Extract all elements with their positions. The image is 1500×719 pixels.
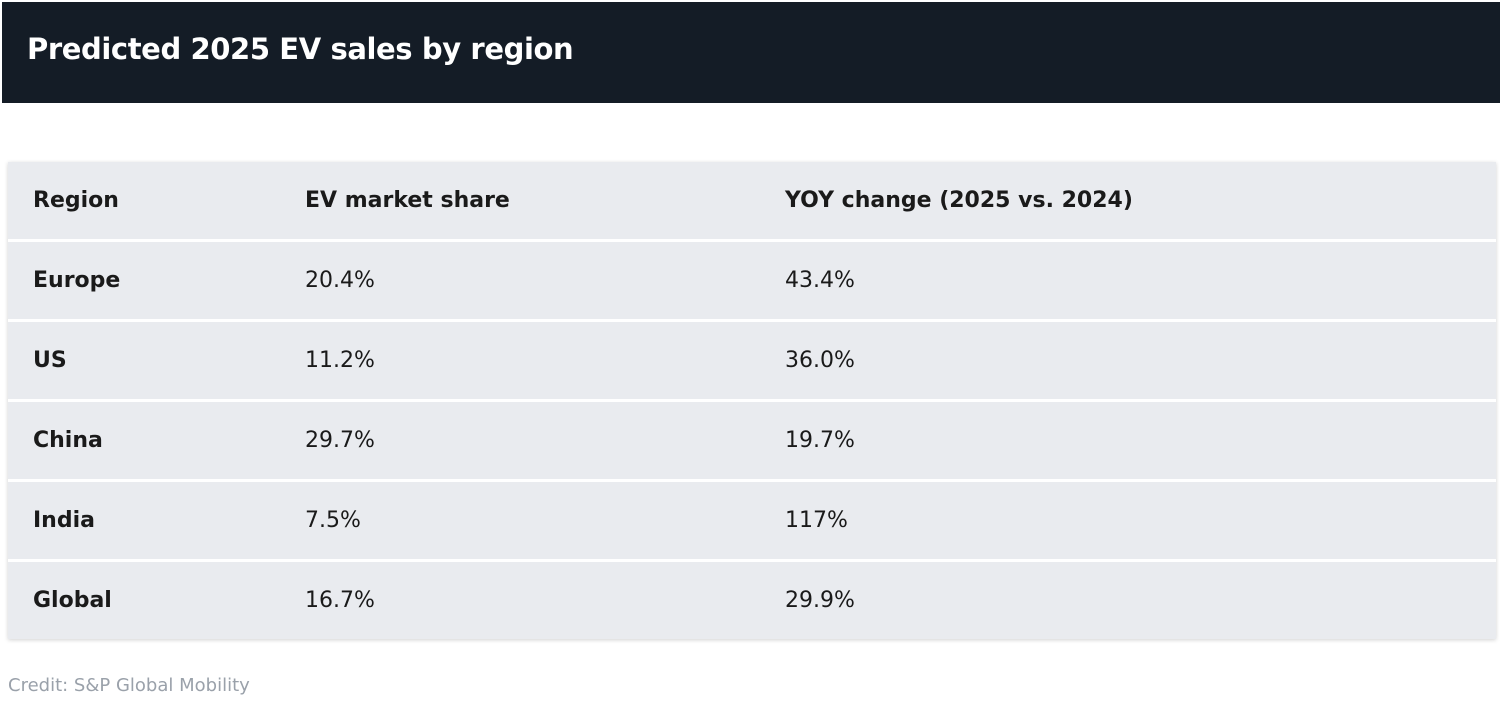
ev-market-share-cell: 7.5% [305, 508, 361, 533]
region-cell: Europe [33, 268, 121, 293]
table-row: US 11.2% 36.0% [8, 322, 1496, 399]
column-header-ev-market-share: EV market share [305, 188, 510, 213]
yoy-change-cell: 36.0% [785, 348, 855, 373]
column-header-region: Region [33, 188, 119, 213]
yoy-change-cell: 43.4% [785, 268, 855, 293]
region-cell: China [33, 428, 103, 453]
region-cell: India [33, 508, 95, 533]
region-cell: Global [33, 588, 112, 613]
ev-market-share-cell: 20.4% [305, 268, 375, 293]
ev-market-share-cell: 29.7% [305, 428, 375, 453]
table-row: Global 16.7% 29.9% [8, 562, 1496, 639]
table-header-row: Region EV market share YOY change (2025 … [8, 162, 1496, 239]
region-cell: US [33, 348, 67, 373]
yoy-change-cell: 19.7% [785, 428, 855, 453]
table-row: India 7.5% 117% [8, 482, 1496, 559]
title-bar: Predicted 2025 EV sales by region [2, 2, 1500, 103]
table-row: China 29.7% 19.7% [8, 402, 1496, 479]
column-header-yoy-change: YOY change (2025 vs. 2024) [785, 188, 1133, 213]
ev-market-share-cell: 16.7% [305, 588, 375, 613]
chart-title: Predicted 2025 EV sales by region [27, 32, 574, 66]
yoy-change-cell: 117% [785, 508, 848, 533]
yoy-change-cell: 29.9% [785, 588, 855, 613]
credit-text: Credit: S&P Global Mobility [8, 675, 250, 696]
data-table: Region EV market share YOY change (2025 … [8, 162, 1496, 639]
ev-market-share-cell: 11.2% [305, 348, 375, 373]
table-row: Europe 20.4% 43.4% [8, 242, 1496, 319]
